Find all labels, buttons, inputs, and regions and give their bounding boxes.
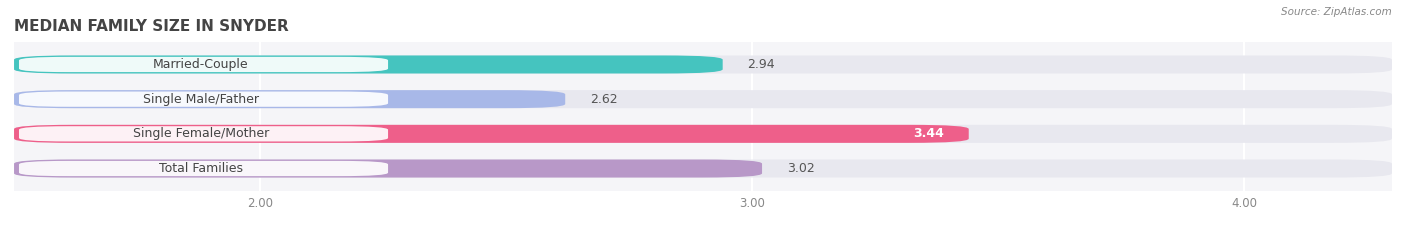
FancyBboxPatch shape [14, 160, 1392, 178]
Text: 2.62: 2.62 [589, 93, 617, 106]
Text: Single Female/Mother: Single Female/Mother [134, 127, 269, 140]
FancyBboxPatch shape [14, 90, 565, 108]
Text: 3.02: 3.02 [787, 162, 814, 175]
FancyBboxPatch shape [14, 55, 723, 73]
Text: Married-Couple: Married-Couple [153, 58, 249, 71]
Text: 2.94: 2.94 [747, 58, 775, 71]
FancyBboxPatch shape [18, 126, 388, 141]
Text: MEDIAN FAMILY SIZE IN SNYDER: MEDIAN FAMILY SIZE IN SNYDER [14, 19, 288, 34]
FancyBboxPatch shape [14, 125, 969, 143]
FancyBboxPatch shape [18, 92, 388, 107]
FancyBboxPatch shape [14, 55, 1392, 73]
FancyBboxPatch shape [14, 125, 1392, 143]
Text: Source: ZipAtlas.com: Source: ZipAtlas.com [1281, 7, 1392, 17]
FancyBboxPatch shape [14, 160, 762, 178]
Text: Total Families: Total Families [159, 162, 243, 175]
Text: Single Male/Father: Single Male/Father [143, 93, 259, 106]
FancyBboxPatch shape [18, 57, 388, 72]
Text: 3.44: 3.44 [914, 127, 945, 140]
FancyBboxPatch shape [14, 90, 1392, 108]
FancyBboxPatch shape [18, 161, 388, 176]
